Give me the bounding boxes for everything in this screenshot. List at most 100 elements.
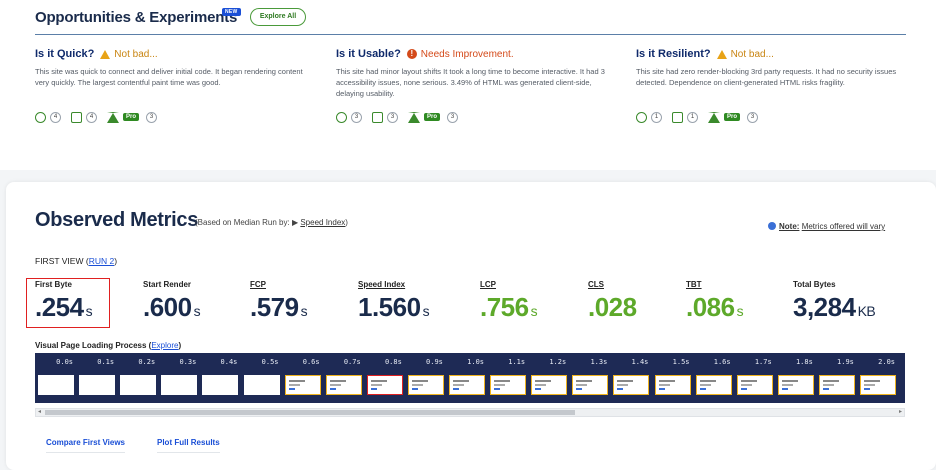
metric-label[interactable]: LCP (480, 280, 496, 289)
metric-label: Total Bytes (793, 280, 836, 289)
filmstrip-frame[interactable]: 2.0s (857, 353, 898, 403)
frame-thumbnail (818, 375, 855, 395)
filmstrip-frame[interactable]: 0.4s (199, 353, 240, 403)
warning-icon (100, 49, 111, 59)
metric-unit: s (85, 303, 93, 319)
filmstrip-frame[interactable]: 1.3s (569, 353, 610, 403)
speed-index-link[interactable]: Speed Index (300, 218, 346, 227)
frame-time: 1.5s (672, 358, 690, 366)
image-icon[interactable] (672, 111, 683, 123)
metric-unit: s (736, 303, 744, 319)
frame-time: 1.4s (631, 358, 649, 366)
filmstrip-frame[interactable]: 1.4s (610, 353, 651, 403)
observed-metrics-section: Observed Metrics (Based on Median Run by… (6, 182, 936, 470)
filmstrip-frame[interactable]: 0.3s (158, 353, 199, 403)
count-badge: 1 (687, 111, 698, 123)
filmstrip-frame[interactable]: 1.7s (734, 353, 775, 403)
frame-time: 0.3s (179, 358, 197, 366)
count-badge: 3 (747, 111, 759, 123)
opportunities-title: Opportunities & Experiments (35, 9, 238, 26)
experiment-icon[interactable] (408, 111, 420, 123)
clock-icon[interactable] (336, 111, 347, 123)
filmstrip-frame[interactable]: 1.6s (693, 353, 734, 403)
frame-time: 1.7s (754, 358, 772, 366)
alert-icon: ! (406, 49, 417, 59)
filmstrip-frame[interactable]: 1.0s (446, 353, 487, 403)
filmstrip-frame[interactable]: 0.1s (76, 353, 117, 403)
image-icon[interactable] (372, 111, 383, 123)
compare-first-views-link[interactable]: Compare First Views (46, 438, 125, 453)
filmstrip-frame[interactable]: 0.7s (323, 353, 364, 403)
first-byte-highlight (26, 278, 110, 328)
metric-value: .756 (480, 292, 529, 322)
frame-thumbnail (736, 375, 773, 395)
filmstrip-frame[interactable]: 0.8s (364, 353, 405, 403)
frame-thumbnail (161, 375, 198, 395)
count-badge: 3 (387, 111, 398, 123)
resilient-column: Is it Resilient? Not bad... This site ha… (636, 48, 906, 123)
frame-time: 0.2s (138, 358, 156, 366)
filmstrip-frame[interactable]: 0.9s (405, 353, 446, 403)
frame-time: 2.0s (878, 358, 895, 366)
metric-label[interactable]: TBT (686, 280, 702, 289)
pro-badge: Pro (424, 113, 441, 121)
filmstrip-frame[interactable]: 1.2s (528, 353, 569, 403)
resilient-status: Not bad... (730, 48, 774, 60)
scroll-left-icon[interactable]: ◂ (38, 409, 42, 415)
frame-thumbnail (243, 375, 280, 395)
clock-icon[interactable] (35, 111, 46, 123)
horizontal-scrollbar[interactable]: ◂ ▸ (35, 408, 905, 417)
metric-unit: s (422, 303, 430, 319)
metric-cls: CLS .028 (588, 280, 639, 325)
frame-time: 1.0s (467, 358, 484, 366)
scrollbar-thumb[interactable] (45, 410, 575, 415)
frame-time: 0.9s (426, 358, 443, 366)
filmstrip-frame[interactable]: 1.5s (652, 353, 693, 403)
run-2-link[interactable]: RUN 2 (88, 256, 115, 266)
metric-value: .254 (35, 292, 84, 322)
metric-value: .028 (588, 292, 637, 322)
frame-time: 0.4s (220, 358, 238, 366)
frame-time: 0.5s (261, 358, 279, 366)
frame-thumbnail (777, 375, 814, 395)
filmstrip-frame[interactable]: 1.9s (816, 353, 857, 403)
frame-time: 0.8s (384, 358, 402, 366)
frame-thumbnail (654, 375, 691, 395)
frame-thumbnail (695, 375, 732, 395)
metric-first-byte: First Byte .254 s (35, 280, 93, 325)
frame-time: 0.6s (302, 358, 320, 366)
metric-label[interactable]: Speed Index (358, 280, 406, 289)
filmstrip-frame[interactable]: 0.2s (117, 353, 158, 403)
frame-time: 1.9s (837, 358, 854, 366)
plot-full-results-link[interactable]: Plot Full Results (157, 438, 220, 453)
frame-thumbnail (79, 375, 116, 395)
metric-label[interactable]: FCP (250, 280, 266, 289)
filmstrip-frame[interactable]: 0.6s (282, 353, 323, 403)
observed-metrics-title: Observed Metrics (35, 209, 199, 231)
explore-all-button[interactable]: Explore All (250, 8, 306, 26)
metric-total-bytes: Total Bytes 3,284 KB (793, 280, 876, 325)
filmstrip-frame[interactable]: 0.0s (35, 353, 76, 403)
explore-link[interactable]: Explore (151, 341, 179, 350)
frame-thumbnail (449, 375, 485, 395)
experiment-icon[interactable] (708, 111, 720, 123)
metric-label[interactable]: CLS (588, 280, 604, 289)
filmstrip-frame[interactable]: 0.5s (241, 353, 282, 403)
count-badge: 3 (351, 111, 362, 123)
vpl-close: ) (178, 341, 182, 350)
metric-value: .086 (686, 292, 735, 322)
pro-badge: Pro (123, 113, 140, 121)
metric-value: .579 (250, 292, 299, 322)
clock-icon[interactable] (636, 111, 647, 123)
count-badge: 4 (50, 111, 61, 123)
frame-thumbnail (531, 375, 568, 395)
scroll-right-icon[interactable]: ▸ (898, 409, 902, 415)
image-icon[interactable] (71, 111, 82, 123)
filmstrip-frame[interactable]: 1.1s (487, 353, 528, 403)
metric-speed-index: Speed Index 1.560 s (358, 280, 430, 325)
note-text[interactable]: Metrics offered will vary (801, 222, 886, 231)
filmstrip[interactable]: 0.0s 0.1s 0.2s 0.3s 0.4s 0.5s 0.6s 0.7s 0.8s 0.9s… (35, 353, 905, 403)
experiment-icon[interactable] (107, 111, 119, 123)
info-icon (768, 222, 776, 230)
filmstrip-frame[interactable]: 1.8s (775, 353, 816, 403)
